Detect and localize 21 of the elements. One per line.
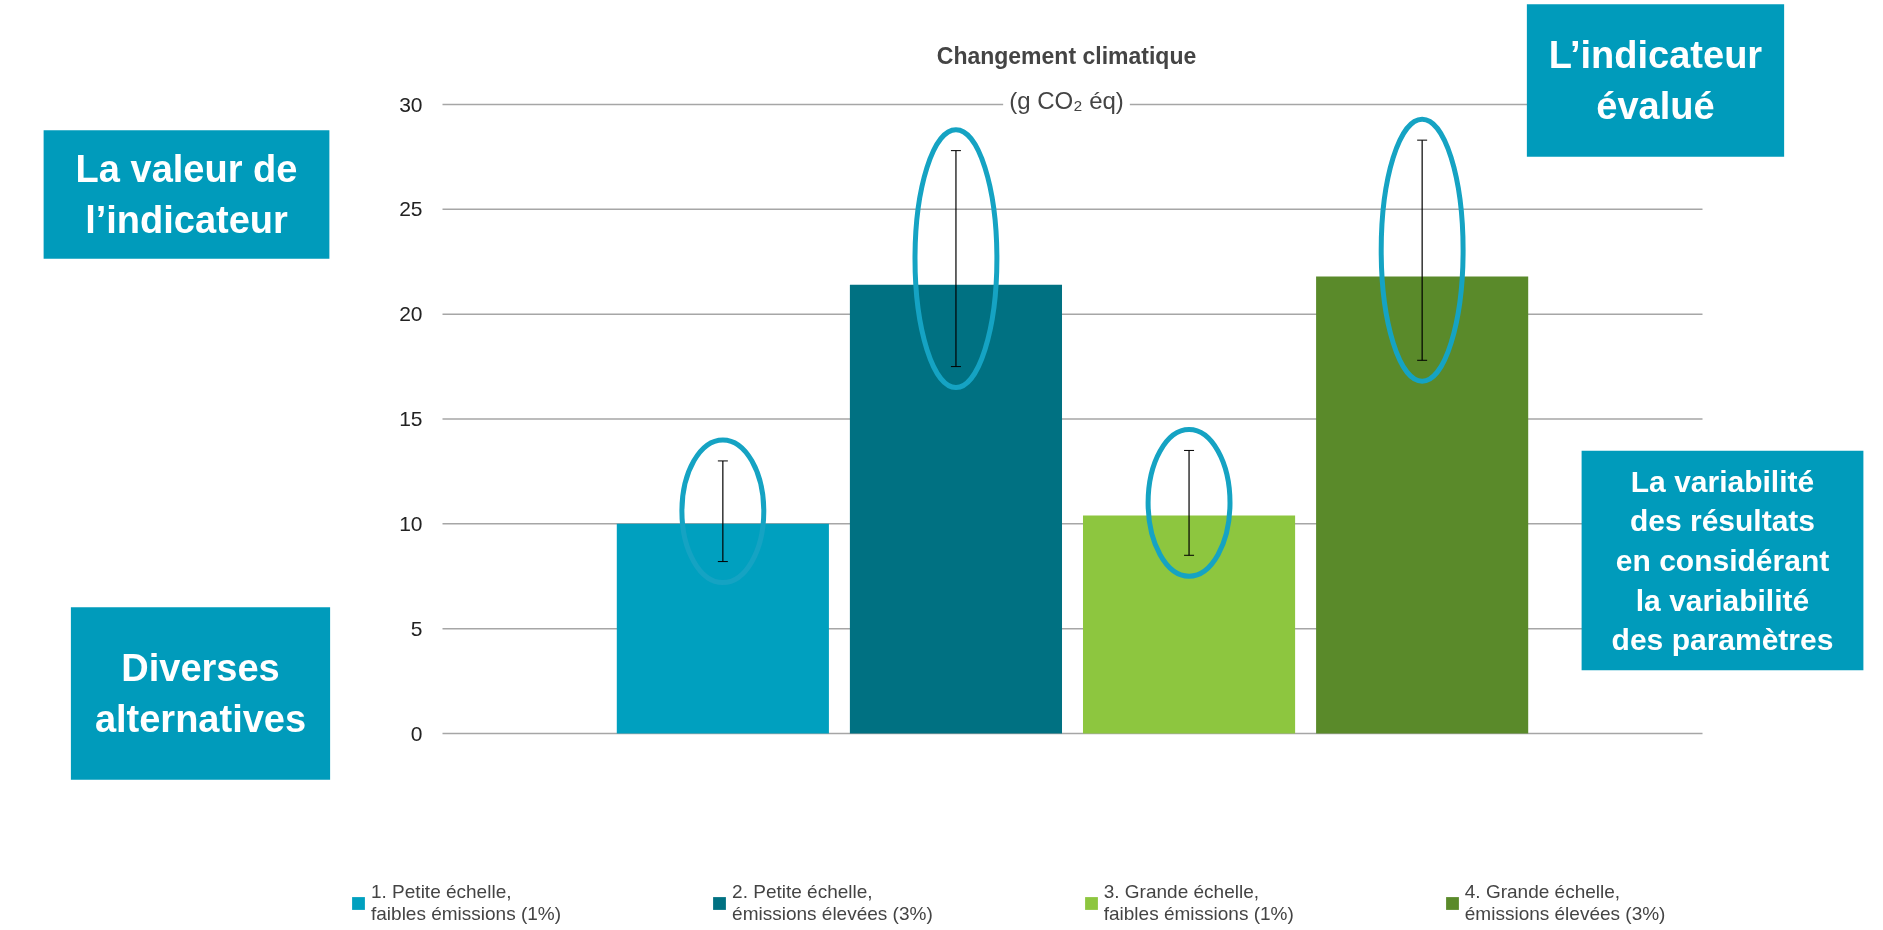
- bar: [1316, 276, 1529, 734]
- y-tick-label: 30: [399, 92, 423, 116]
- bar: [1082, 515, 1296, 734]
- y-tick-label: 0: [410, 721, 423, 745]
- chart-subtitle: (g CO₂ éq): [1009, 87, 1124, 114]
- legend-label: 2. Petite échelle, émissions élevées (3%): [732, 881, 933, 925]
- y-tick-label: 15: [399, 407, 423, 430]
- annotation: L’indicateur évalué: [1548, 34, 1763, 127]
- legend-label: 4. Grande échelle, émissions élevées (3%): [1464, 881, 1666, 925]
- bar: [849, 284, 1063, 734]
- chart-title: Changement climatique: [936, 42, 1197, 69]
- y-tick-label: 20: [399, 302, 423, 326]
- y-tick-label: 10: [399, 511, 423, 535]
- legend-label: 3. Grande échelle, faibles émissions (1%): [1103, 881, 1294, 925]
- legend-label: 1. Petite échelle, faibles émissions (1%): [371, 881, 562, 925]
- y-tick-label: 25: [399, 197, 423, 221]
- text: Diverses alternatives: [94, 647, 307, 740]
- text: La valeur de l’indicateur: [75, 148, 298, 241]
- bar: [616, 523, 829, 734]
- y-tick-label: 5: [410, 616, 423, 640]
- annotation: La variabilité des résultats en considérant la variabilité des paramètres: [1611, 464, 1834, 657]
